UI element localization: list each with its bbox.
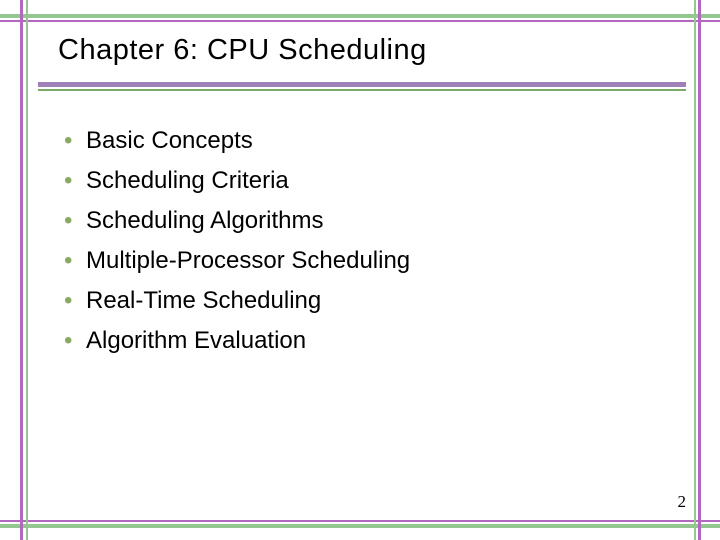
bullet-text: Multiple-Processor Scheduling: [86, 244, 410, 278]
list-item: • Scheduling Criteria: [64, 164, 624, 198]
bullet-text: Real-Time Scheduling: [86, 284, 321, 318]
bullet-icon: •: [64, 124, 86, 158]
list-item: • Basic Concepts: [64, 124, 624, 158]
bullet-icon: •: [64, 204, 86, 238]
list-item: • Scheduling Algorithms: [64, 204, 624, 238]
title-area: Chapter 6: CPU Scheduling: [58, 34, 658, 67]
title-underline-inner: [38, 89, 686, 91]
frame-line-left-outer: [20, 0, 23, 540]
frame-line-bottom-outer: [0, 524, 720, 528]
list-item: • Multiple-Processor Scheduling: [64, 244, 624, 278]
list-item: • Real-Time Scheduling: [64, 284, 624, 318]
frame-line-top-inner: [0, 20, 720, 22]
bullet-icon: •: [64, 164, 86, 198]
slide-title: Chapter 6: CPU Scheduling: [58, 34, 658, 67]
bullet-list: • Basic Concepts • Scheduling Criteria •…: [64, 124, 624, 364]
bullet-text: Basic Concepts: [86, 124, 253, 158]
bullet-text: Algorithm Evaluation: [86, 324, 306, 358]
list-item: • Algorithm Evaluation: [64, 324, 624, 358]
slide: Chapter 6: CPU Scheduling • Basic Concep…: [0, 0, 720, 540]
bullet-text: Scheduling Criteria: [86, 164, 289, 198]
frame-line-top-outer: [0, 14, 720, 18]
frame-line-bottom-inner: [0, 520, 720, 522]
page-number: 2: [678, 492, 687, 512]
bullet-icon: •: [64, 244, 86, 278]
bullet-icon: •: [64, 284, 86, 318]
frame-line-left-inner: [26, 0, 28, 540]
bullet-text: Scheduling Algorithms: [86, 204, 323, 238]
frame-line-right-outer: [698, 0, 701, 540]
title-underline-outer: [38, 82, 686, 87]
frame-line-right-inner: [694, 0, 696, 540]
bullet-icon: •: [64, 324, 86, 358]
